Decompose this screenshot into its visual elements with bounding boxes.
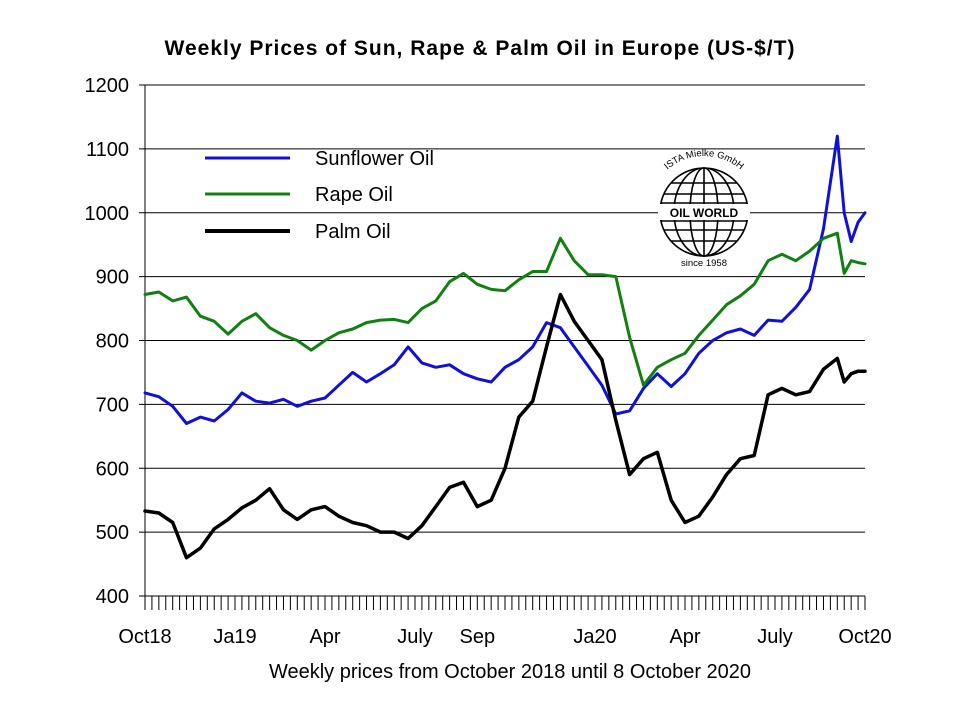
logo-bottom-text: since 1958 <box>681 258 727 269</box>
x-tick-label-0: Oct18 <box>118 626 171 648</box>
legend-label-rape: Rape Oil <box>315 184 393 206</box>
x-tick-label-3: July <box>397 626 433 648</box>
x-tick-label-6: Apr <box>669 626 700 648</box>
series-line-rape-oil <box>143 231 867 387</box>
legend-label-palm: Palm Oil <box>315 221 391 243</box>
x-tick-label-5: Ja20 <box>573 626 616 648</box>
y-tick-label-400: 400 <box>96 586 129 608</box>
grid-lines <box>145 84 865 533</box>
x-tick-label-1: Ja19 <box>213 626 256 648</box>
y-tick-label-800: 800 <box>96 331 129 353</box>
y-tick-label-1200: 1200 <box>85 75 130 97</box>
series-lines <box>143 134 867 560</box>
x-tick-label-4: Sep <box>460 626 496 648</box>
y-tick-label-1000: 1000 <box>85 203 130 225</box>
oil-world-logo: OIL WORLD ISTA Mielke GmbH since 1958 <box>658 148 750 269</box>
x-tick-label-2: Apr <box>309 626 340 648</box>
y-tick-label-500: 500 <box>96 522 129 544</box>
series-line-palm-oil <box>143 292 867 560</box>
x-tick-label-8: Oct20 <box>838 626 891 648</box>
legend: Sunflower Oil Rape Oil Palm Oil <box>205 148 434 243</box>
y-axis-ticks: 400 500 600 700 800 900 1000 1100 1200 <box>85 75 145 608</box>
series-line-sunflower-oil <box>143 134 867 425</box>
y-tick-label-700: 700 <box>96 394 129 416</box>
x-axis-label: Weekly prices from October 2018 until 8 … <box>269 661 751 683</box>
logo-band <box>658 204 750 220</box>
logo-center-text: OIL WORLD <box>670 206 739 220</box>
x-axis-ticks: Oct18 Ja19 Apr July Sep Ja20 Apr July Oct20 <box>118 626 891 648</box>
y-tick-label-600: 600 <box>96 458 129 480</box>
chart-title: Weekly Prices of Sun, Rape & Palm Oil in… <box>165 37 796 60</box>
y-tick-label-1100: 1100 <box>86 139 129 161</box>
x-tick-label-7: July <box>757 626 793 648</box>
x-axis-minor-ticks <box>144 596 866 610</box>
legend-label-sunflower: Sunflower Oil <box>315 148 434 170</box>
y-tick-label-900: 900 <box>96 267 129 289</box>
